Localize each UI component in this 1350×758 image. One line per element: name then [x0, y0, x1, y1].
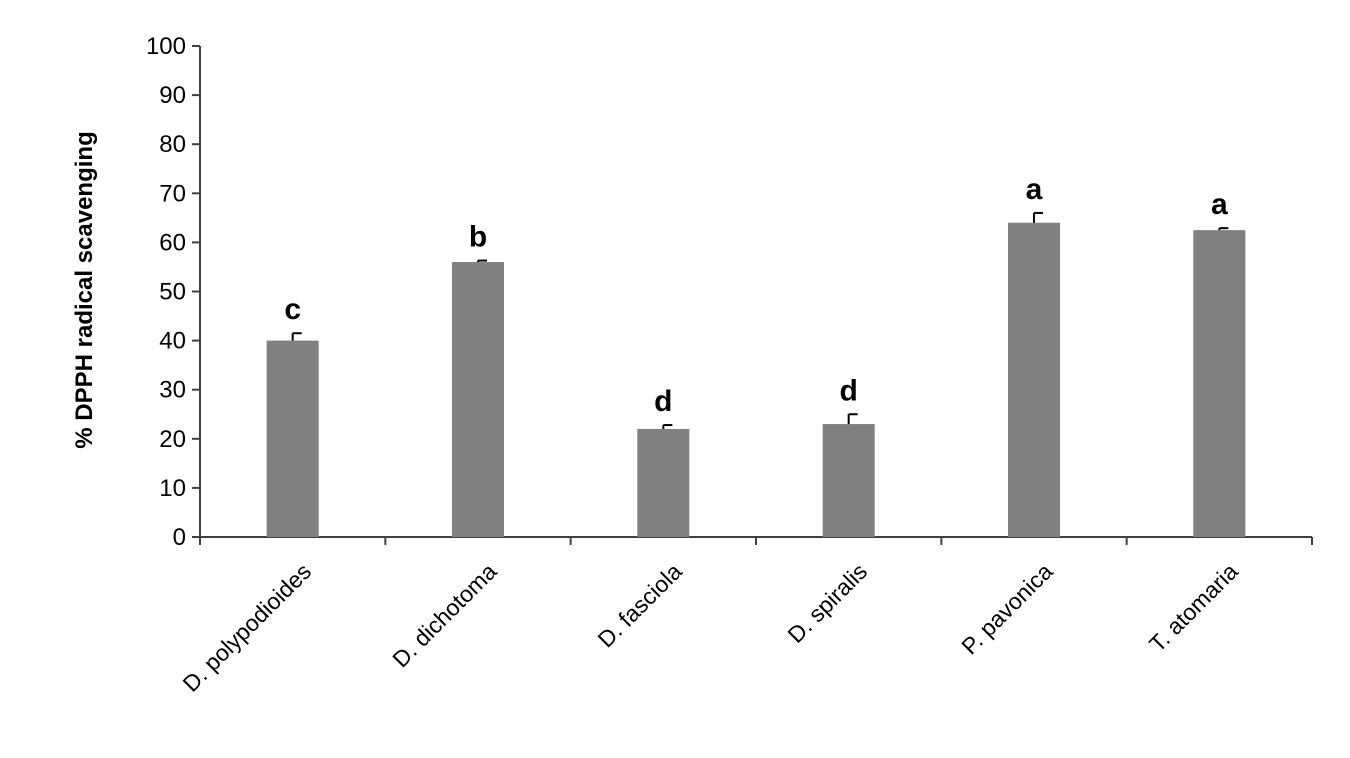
significance-label: a — [1026, 173, 1043, 206]
y-tick-label: 30 — [159, 377, 186, 404]
y-tick-label: 0 — [173, 524, 186, 551]
significance-label: c — [284, 293, 301, 326]
x-tick-label: D. polypodioides — [178, 558, 317, 697]
y-tick-label: 100 — [146, 33, 186, 60]
y-tick-label: 10 — [159, 475, 186, 502]
x-tick-label: D. dichotoma — [387, 558, 501, 672]
y-tick-label: 80 — [159, 131, 186, 158]
x-tick-label: D. spiralis — [782, 558, 872, 648]
significance-label: d — [654, 385, 672, 418]
bars: c b d d a a — [266, 173, 1246, 537]
significance-label: b — [469, 221, 487, 254]
bar — [1008, 222, 1060, 537]
x-tick-label: T. atomaria — [1144, 558, 1243, 657]
bar — [266, 340, 319, 537]
y-tick-label: 20 — [159, 426, 186, 453]
bar — [452, 262, 504, 537]
significance-label: d — [840, 374, 858, 407]
y-tick-label: 70 — [159, 180, 186, 207]
y-axis-title: % DPPH radical scavenging — [71, 131, 98, 448]
bar — [637, 428, 690, 537]
x-axis: D. polypodioides D. dichotoma D. fasciola D… — [178, 536, 1313, 697]
y-tick-label: 60 — [159, 229, 186, 256]
y-tick-label: 40 — [159, 328, 186, 355]
significance-label: a — [1211, 188, 1228, 221]
bar — [1193, 230, 1246, 537]
x-tick-label: D. fasciola — [593, 558, 687, 652]
y-tick-label: 90 — [159, 82, 186, 109]
y-tick-label: 50 — [159, 279, 186, 306]
bar — [822, 424, 875, 537]
x-tick-label: P. pavonica — [956, 558, 1057, 659]
y-axis: 0 10 20 30 40 50 60 70 80 90 100 — [146, 33, 201, 551]
